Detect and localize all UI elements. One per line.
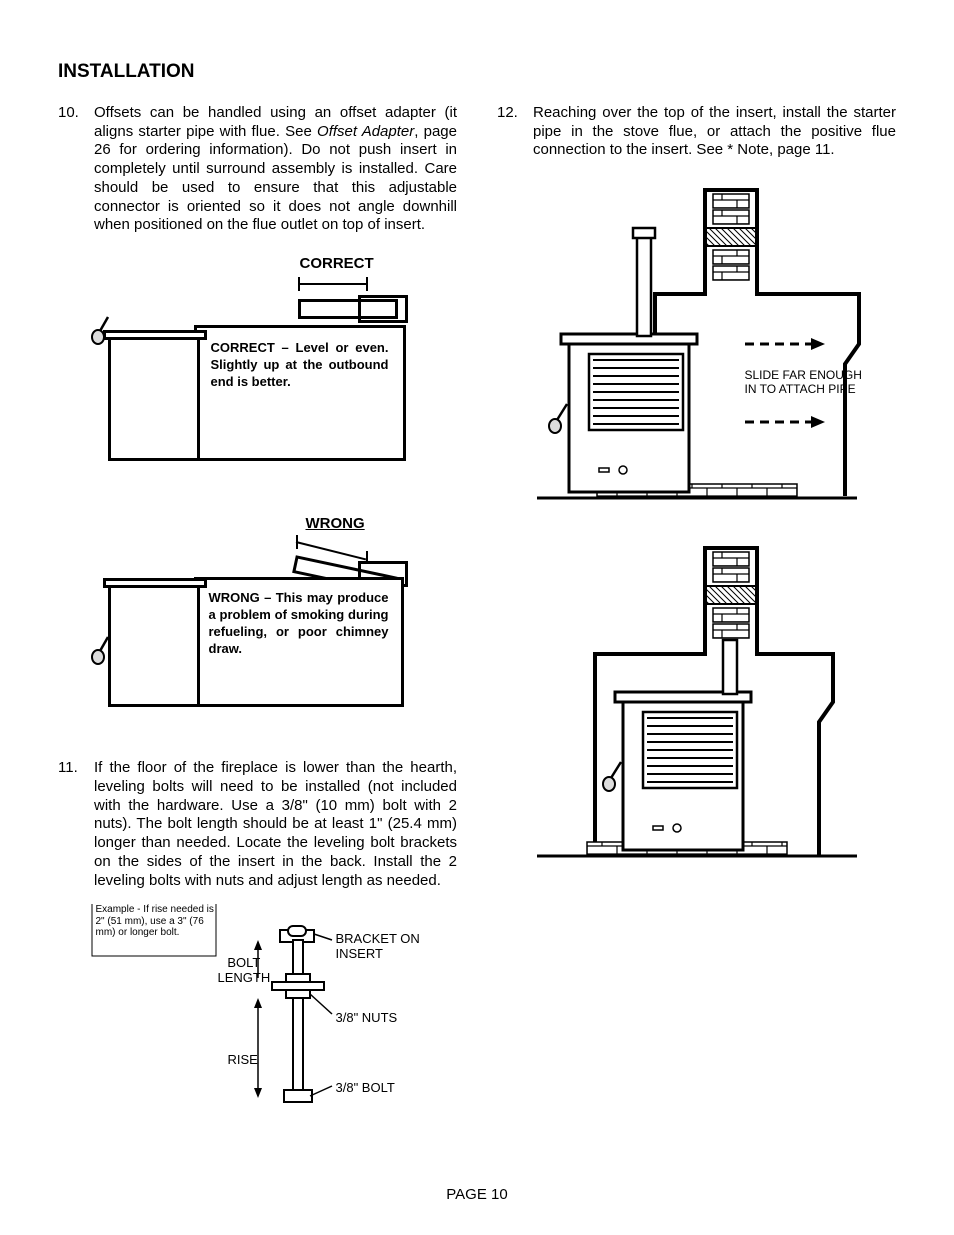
wrong-label: WRONG <box>306 515 365 534</box>
item-12-num: 12. <box>497 104 518 123</box>
figure-leveling-bolt: Example - If rise needed is 2" (51 mm), … <box>88 904 428 1104</box>
left-column: 10. Offsets can be handled using an offs… <box>58 104 457 1139</box>
section-title: INSTALLATION <box>58 60 896 84</box>
figure-fireplace-2 <box>527 542 867 872</box>
item-12-text: Reaching over the top of the insert, ins… <box>533 104 896 159</box>
page-footer: PAGE 10 <box>0 1186 954 1205</box>
item-11: 11. If the floor of the fireplace is low… <box>58 759 457 890</box>
item-10-text-ital: Offset Adapter <box>317 123 414 140</box>
slide-label: SLIDE FAR ENOUGHIN TO ATTACH PIPE <box>745 368 862 397</box>
right-column: 12. Reaching over the top of the insert,… <box>497 104 896 1139</box>
handle-icon <box>90 635 110 665</box>
handle-icon <box>90 315 110 345</box>
item-11-num: 11. <box>58 759 78 778</box>
correct-label: CORRECT <box>300 255 374 274</box>
item-12: 12. Reaching over the top of the insert,… <box>497 104 896 160</box>
correct-dimension-icon <box>298 277 368 291</box>
item-10-num: 10. <box>58 104 79 123</box>
figure-correct: CORRECT CORRECT – Level or even. Slightl… <box>108 255 408 481</box>
correct-caption: CORRECT – Level or even. Slightly up at … <box>211 340 389 391</box>
item-11-text: If the floor of the fireplace is lower t… <box>94 759 457 889</box>
figure-fireplace-1: SLIDE FAR ENOUGHIN TO ATTACH PIPE <box>527 184 867 514</box>
item-10: 10. Offsets can be handled using an offs… <box>58 104 457 235</box>
wrong-caption: WRONG – This may produce a problem of sm… <box>209 590 389 658</box>
figure-wrong: WRONG WRONG – This may produce a problem… <box>108 515 408 725</box>
